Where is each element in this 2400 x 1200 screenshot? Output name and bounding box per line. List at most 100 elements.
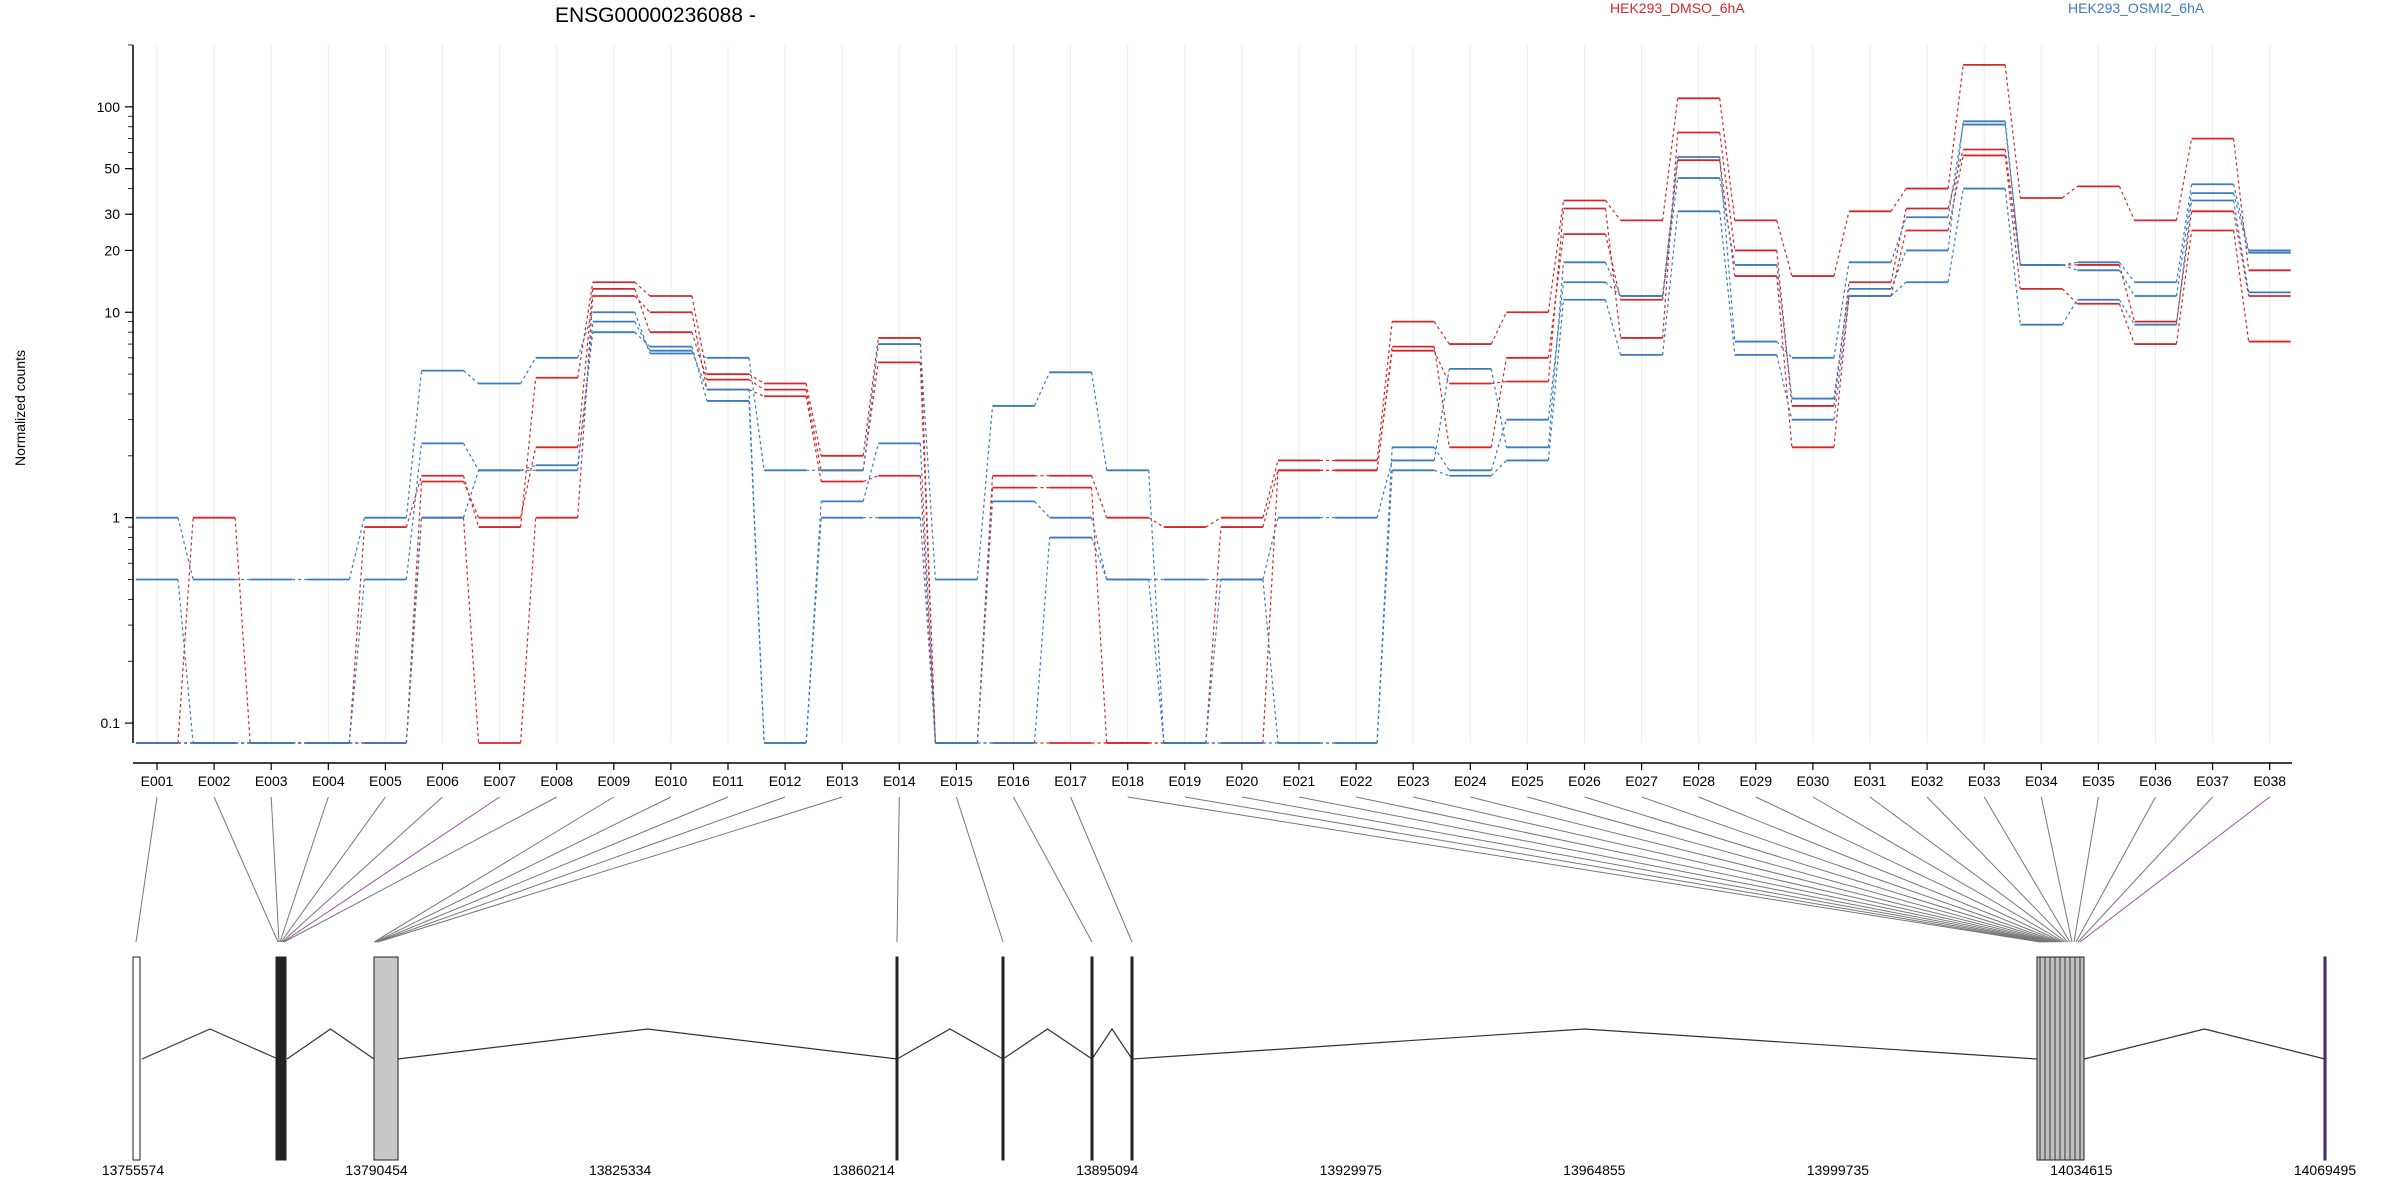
intron-line [397,1028,898,1060]
exon-box [373,956,399,1161]
series-transition [748,357,765,471]
series-transition [1033,537,1051,744]
x-tick-label: E014 [883,773,916,789]
series-transition [462,470,480,518]
exon-connector [283,796,557,943]
exon-connector [375,796,729,943]
genome-coordinate-label: 13755574 [102,1162,165,1178]
x-tick-label: E027 [1625,773,1658,789]
series-transition [1205,579,1222,744]
series-transition [405,443,423,580]
x-tick-label: E031 [1854,773,1887,789]
series-line [136,154,2291,744]
legend-label-osmi2: HEK293_OSMI2_6hA [2068,0,2205,16]
y-tick-label: 30 [104,206,120,222]
series-transition [1547,262,1565,448]
series-transition [348,579,365,744]
series-transition [2175,211,2193,322]
series-transition [463,370,479,384]
exon-connector [282,796,500,943]
x-tick-label: E038 [2253,773,2286,789]
series-transition [1890,208,1907,283]
exon-connector [280,796,386,943]
series-transition [1547,208,1565,382]
exon-connector [2077,796,2213,943]
series-transition [862,475,879,483]
series-transition [1662,98,1679,221]
exon-connector [1983,796,2071,943]
genome-coordinate-labels: 13755574 13790454 13825334 13860214 13895094… [102,1162,2357,1178]
intron-line [2083,1028,2326,1060]
y-axis-label: Normalized counts [12,350,28,466]
series-transition [1776,276,1793,448]
series-transition [2004,64,2021,199]
series-transition [1262,460,1279,518]
series-transition [1662,211,1679,355]
series-transition [2062,264,2078,271]
exon-connector [376,796,786,943]
x-tick-label: E005 [369,773,402,789]
series-transition [1262,470,1279,528]
series-transition [805,517,822,744]
intron-line [286,1028,375,1060]
series-transition [1433,346,1450,448]
series-transition [1947,121,1964,251]
exon-box [1001,956,1005,1161]
exon-connector [1355,796,2049,943]
x-tick-label: E010 [655,773,688,789]
series-transition [1776,220,1793,277]
series-transition [1947,188,1964,283]
series-transition [862,344,879,471]
series-line [136,187,2291,744]
exon-connector [279,796,329,943]
exon-connector [1641,796,2059,943]
x-tick-label: E018 [1111,773,1144,789]
exon-connector [1755,796,2063,943]
y-tick-label: 10 [104,304,120,320]
exon-box [275,956,280,1161]
exon-box [2323,956,2327,1161]
exon-connector [1869,796,2067,943]
x-tick-label: E011 [712,773,744,789]
series-transition [177,579,194,744]
exon-connector [2075,796,2156,943]
x-tick-label: E002 [198,773,231,789]
series-transition [1719,160,1736,277]
series-transition [177,517,194,580]
exon-connector [1070,796,1133,943]
x-tick-label: E001 [141,773,174,789]
series-transition [1833,295,1850,448]
series-transition [1890,281,1907,297]
series-transition [577,282,594,378]
x-tick-label: E037 [2196,773,2229,789]
series-transition [520,357,537,384]
series-transition [577,295,594,518]
series-transition [1376,321,1393,461]
series-transition [976,501,994,744]
series-transition [2233,211,2250,297]
series-transition [234,517,251,744]
series-transition [462,475,480,528]
series-transition [1833,295,1850,420]
genome-coordinate-label: 13964855 [1563,1162,1626,1178]
series-transition [2175,184,2193,283]
series-transition [1719,132,1736,251]
series-transition [805,383,822,456]
exon-box [895,956,899,1161]
series-transition [1433,447,1450,471]
y-tick-label: 1 [112,510,120,526]
x-tick-label: E007 [483,773,516,789]
x-tick-label: E021 [1283,773,1316,789]
series-transition [1033,372,1051,407]
series-transition [1719,177,1736,266]
series-transition [405,517,423,744]
exon-connector [2079,796,2271,943]
series-transition [1604,262,1622,297]
series-transition [2118,303,2136,345]
x-tick-label: E030 [1797,773,1830,789]
exon-box [279,956,283,1161]
series-transition [691,295,708,375]
series-transition [1490,419,1507,471]
x-tick-label: E013 [826,773,859,789]
